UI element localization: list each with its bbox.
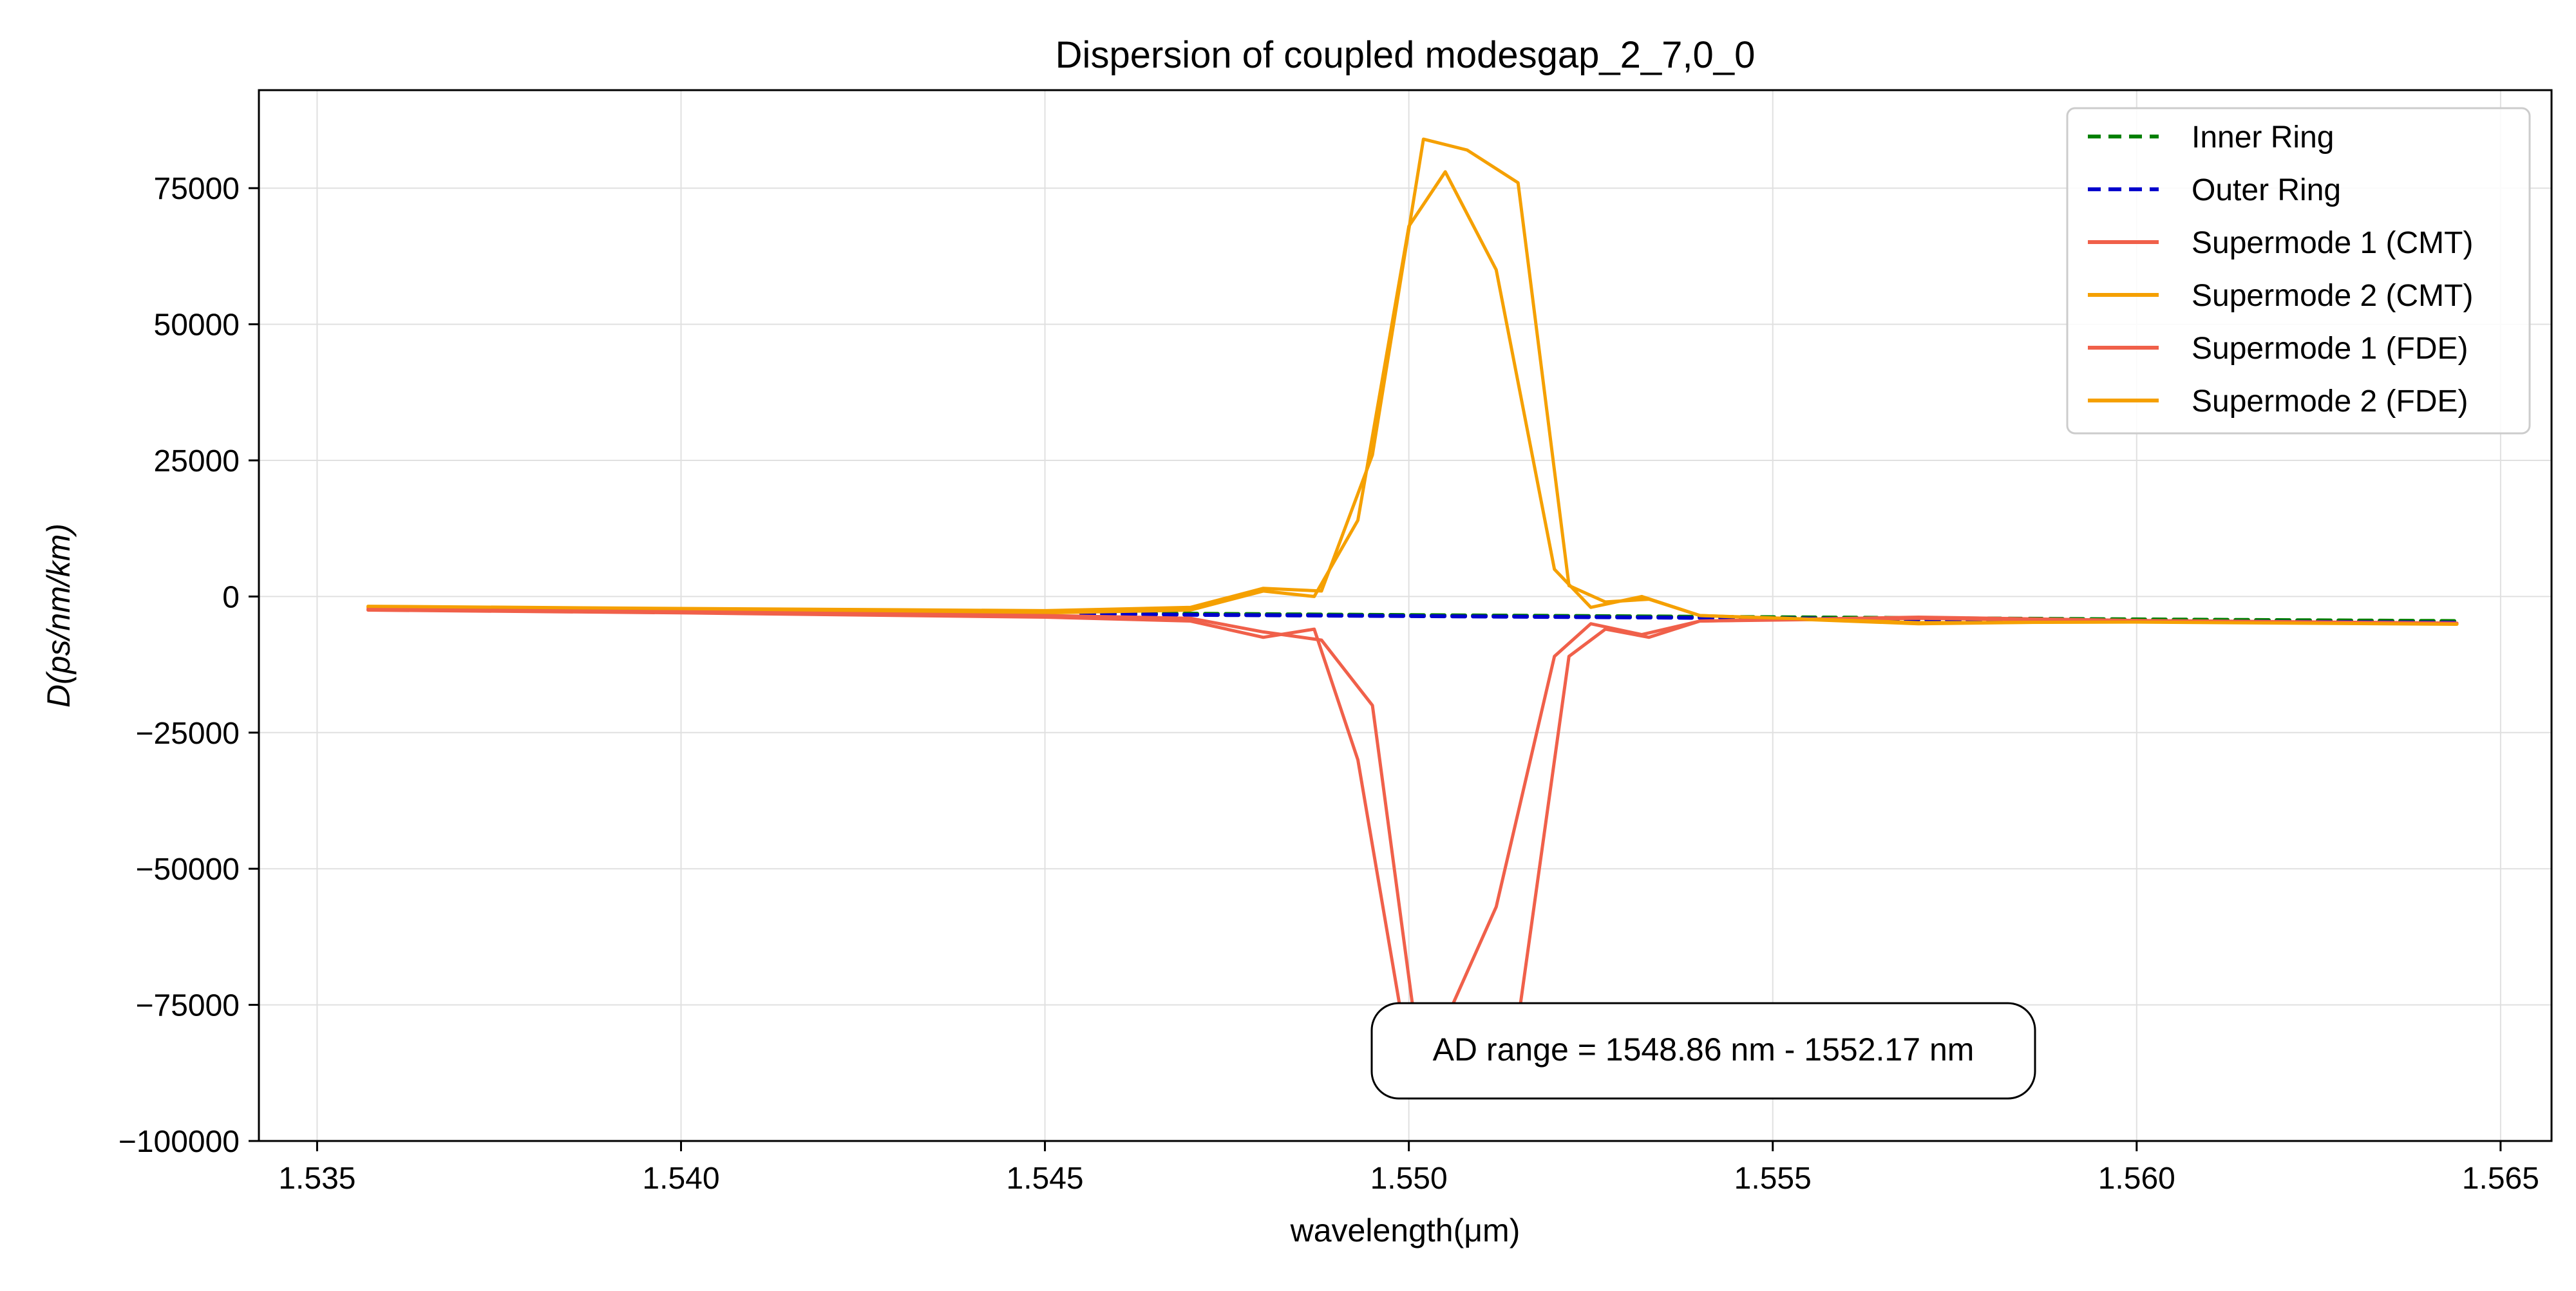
y-tick-label: −100000 [118, 1125, 240, 1159]
y-axis: −100000 −75000 −50000 −25000 0 25000 50000 7500… [118, 172, 259, 1159]
x-tick-label: 1.550 [1370, 1162, 1448, 1196]
x-axis-label: wavelength(μm) [1290, 1212, 1520, 1249]
series-line-2 [1079, 612, 2459, 625]
legend-label-6: Supermode 2 (FDE) [2192, 384, 2468, 419]
x-tick-label: 1.535 [278, 1162, 355, 1196]
legend-label-4: Supermode 2 (CMT) [2192, 279, 2473, 313]
legend-label-3: Supermode 1 (CMT) [2192, 226, 2473, 260]
y-tick-label: 75000 [154, 172, 240, 206]
y-tick-label: 25000 [154, 444, 240, 478]
x-tick-label: 1.540 [642, 1162, 719, 1196]
ad-range-annotation: AD range = 1548.86 nm - 1552.17 nm [1370, 1002, 2036, 1100]
chart-title: Dispersion of coupled modesgap_2_7,0_0 [1056, 34, 1756, 76]
annotation-text: AD range = 1548.86 nm - 1552.17 nm [1433, 1032, 1975, 1068]
y-tick-label: −75000 [135, 989, 240, 1023]
x-tick-label: 1.555 [1734, 1162, 1812, 1196]
x-tick-label: 1.545 [1007, 1162, 1084, 1196]
series-line-6 [366, 137, 2459, 626]
y-axis-label: D(ps/nm/km) [41, 523, 77, 708]
y-tick-label: 0 [222, 580, 240, 614]
annotation-box [1370, 1002, 2036, 1100]
plot-frame [258, 89, 2553, 1142]
y-tick-label: −50000 [135, 853, 240, 887]
legend-label-1: Inner Ring [2192, 120, 2334, 155]
x-tick-label: 1.565 [2462, 1162, 2539, 1196]
legend-label-5: Supermode 1 (FDE) [2192, 332, 2468, 366]
y-tick-label: 50000 [154, 308, 240, 343]
legend-box [2066, 107, 2531, 435]
x-tick-label: 1.560 [2098, 1162, 2175, 1196]
x-axis: 1.535 1.540 1.545 1.550 1.555 1.560 1.565 [278, 1141, 2539, 1196]
legend-label-2: Outer Ring [2192, 173, 2341, 207]
legend: Inner Ring Outer Ring Supermode 1 (CMT) Sup… [2066, 107, 2531, 435]
y-tick-label: −25000 [135, 717, 240, 751]
